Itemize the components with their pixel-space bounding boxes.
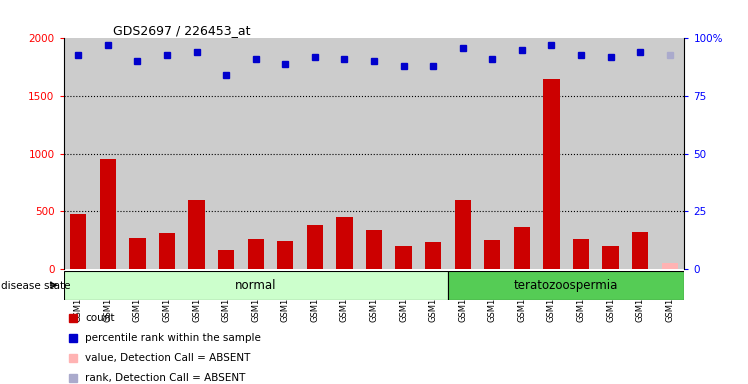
Bar bbox=[625, 38, 654, 269]
Bar bbox=[212, 38, 241, 269]
Bar bbox=[99, 159, 116, 269]
Bar bbox=[307, 225, 323, 269]
Bar bbox=[182, 38, 212, 269]
Bar bbox=[507, 38, 536, 269]
Bar bbox=[455, 200, 470, 269]
Text: percentile rank within the sample: percentile rank within the sample bbox=[85, 333, 261, 343]
Bar bbox=[366, 230, 382, 269]
Bar bbox=[337, 217, 352, 269]
Text: disease state: disease state bbox=[1, 281, 70, 291]
Bar bbox=[188, 200, 205, 269]
Text: value, Detection Call = ABSENT: value, Detection Call = ABSENT bbox=[85, 353, 251, 363]
Bar bbox=[514, 227, 530, 269]
Bar bbox=[123, 38, 153, 269]
Bar bbox=[64, 271, 448, 300]
Text: GDS2697 / 226453_at: GDS2697 / 226453_at bbox=[113, 24, 251, 37]
Bar bbox=[448, 38, 477, 269]
Bar bbox=[330, 38, 359, 269]
Bar bbox=[389, 38, 418, 269]
Text: teratozoospermia: teratozoospermia bbox=[514, 279, 619, 291]
Bar bbox=[595, 38, 625, 269]
Bar bbox=[94, 38, 123, 269]
Bar bbox=[396, 246, 411, 269]
Bar bbox=[573, 239, 589, 269]
Bar bbox=[484, 240, 500, 269]
Bar bbox=[477, 38, 507, 269]
Bar bbox=[359, 38, 389, 269]
Bar bbox=[278, 241, 293, 269]
Bar bbox=[602, 247, 619, 269]
Text: normal: normal bbox=[235, 279, 277, 291]
Bar bbox=[218, 250, 234, 269]
Bar bbox=[425, 242, 441, 269]
Bar bbox=[241, 38, 271, 269]
Text: rank, Detection Call = ABSENT: rank, Detection Call = ABSENT bbox=[85, 373, 245, 383]
Bar bbox=[159, 233, 175, 269]
Text: count: count bbox=[85, 313, 114, 323]
Bar bbox=[153, 38, 182, 269]
Bar bbox=[248, 239, 264, 269]
Bar bbox=[536, 38, 566, 269]
Bar bbox=[632, 232, 649, 269]
Bar bbox=[64, 38, 94, 269]
Bar bbox=[300, 38, 330, 269]
Bar bbox=[543, 79, 560, 269]
Bar bbox=[70, 214, 87, 269]
Bar bbox=[654, 38, 684, 269]
Bar bbox=[661, 263, 678, 269]
Bar bbox=[418, 38, 448, 269]
Bar bbox=[448, 271, 684, 300]
Bar bbox=[566, 38, 595, 269]
Bar bbox=[271, 38, 300, 269]
Bar bbox=[129, 238, 146, 269]
